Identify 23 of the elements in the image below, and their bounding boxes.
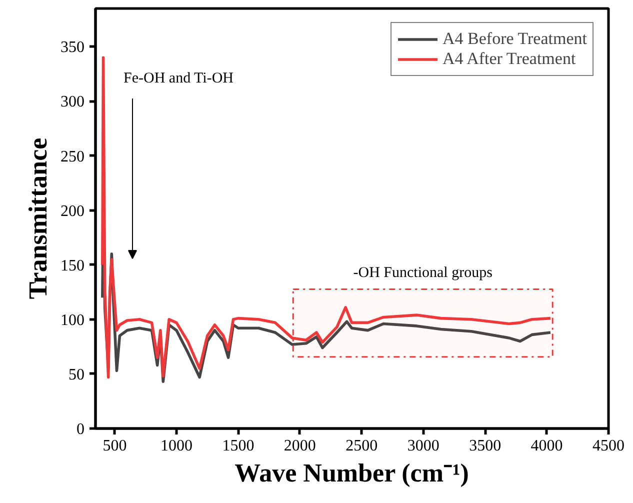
x-tick-label: 1500 <box>222 438 254 454</box>
y-tick-label: 350 <box>60 39 84 56</box>
x-tick-label: 2000 <box>284 438 316 454</box>
y-tick-label: 0 <box>76 421 84 438</box>
x-tick-label: 4000 <box>530 438 563 454</box>
y-tick-label: 100 <box>60 312 84 329</box>
legend-label: A4 After Treatment <box>442 49 576 69</box>
x-tick-label: 4500 <box>592 438 624 454</box>
x-tick-label: 3000 <box>407 438 440 454</box>
band-label: -OH Functional groups <box>353 265 493 282</box>
x-axis-title: Wave Number (cm⁻¹) <box>234 458 469 488</box>
x-tick-label: 1000 <box>160 438 192 454</box>
annotation: Fe-OH and Ti-OH <box>124 70 234 86</box>
x-tick-label: 3500 <box>469 438 502 454</box>
y-tick-label: 250 <box>60 148 84 166</box>
y-tick-label: 50 <box>68 366 84 384</box>
y-tick-label: 150 <box>60 257 84 274</box>
y-axis-title: Transmittance <box>24 138 52 300</box>
y-tick-label: 200 <box>60 202 84 220</box>
x-tick-label: 2500 <box>346 438 378 454</box>
y-tick-label: 300 <box>60 94 84 111</box>
x-tick-label: 500 <box>102 438 127 454</box>
legend-label: A4 Before Treatment <box>442 29 587 49</box>
